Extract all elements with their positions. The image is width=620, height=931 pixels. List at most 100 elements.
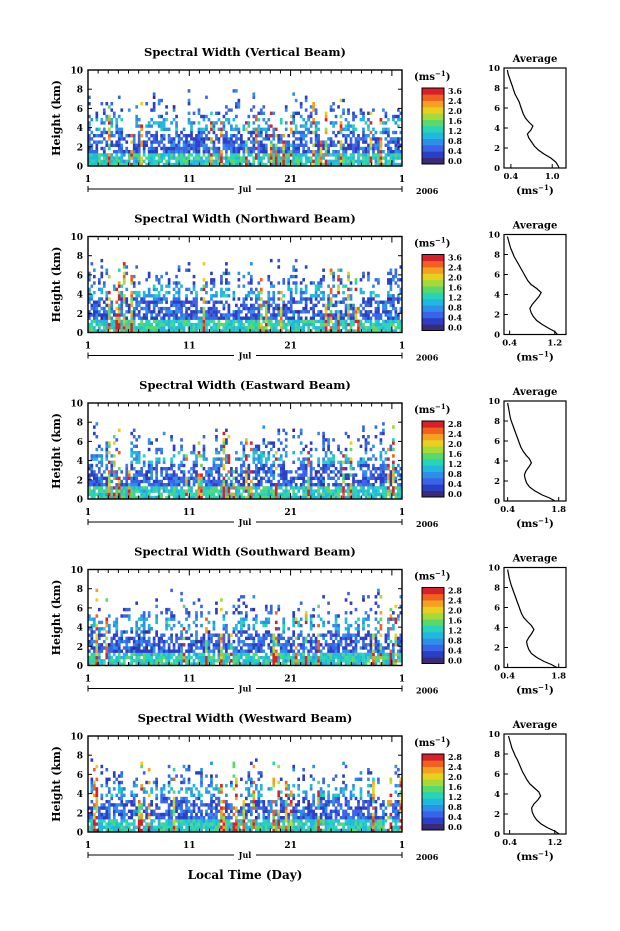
- heatmap-cell: [362, 274, 365, 279]
- heatmap-cell: [237, 127, 241, 131]
- heatmap-cell: [257, 329, 261, 333]
- heatmap-cell: [100, 460, 104, 464]
- heatmap-cell: [190, 643, 193, 647]
- heatmap-cell: [344, 473, 348, 477]
- heatmap-cell: [324, 143, 328, 147]
- heatmap-cell: [135, 306, 139, 311]
- heatmap-cell: [337, 444, 340, 448]
- heatmap-cell: [207, 633, 211, 637]
- heatmap-cell: [292, 114, 296, 119]
- heatmap-cell: [329, 316, 333, 320]
- heatmap-cell: [155, 278, 158, 282]
- heatmap-cell: [292, 118, 296, 122]
- heatmap-cell: [304, 316, 308, 320]
- heatmap-cell: [344, 431, 348, 436]
- heatmap-cell: [200, 306, 203, 311]
- heatmap-cell: [257, 492, 261, 496]
- heatmap-cell: [107, 451, 111, 455]
- heatmap-cell: [212, 143, 216, 147]
- heatmap-cell: [120, 322, 124, 327]
- heatmap-cell: [212, 633, 216, 637]
- heatmap-cell: [215, 495, 218, 500]
- heatmap-cell: [397, 322, 400, 327]
- heatmap-cell: [397, 470, 400, 474]
- heatmap-cell: [399, 111, 403, 115]
- heatmap-cell: [379, 451, 383, 455]
- heatmap-cell: [382, 431, 385, 436]
- heatmap-cell: [389, 137, 393, 141]
- heatmap-cell: [259, 127, 263, 131]
- heatmap-cell: [165, 652, 168, 657]
- heatmap-cell: [332, 124, 335, 128]
- heatmap-cell: [384, 313, 388, 317]
- heatmap-cell: [269, 284, 273, 288]
- heatmap-cell: [372, 483, 375, 487]
- heatmap-cell: [102, 146, 106, 151]
- heatmap-cell: [160, 451, 163, 455]
- heatmap-cell: [97, 281, 101, 285]
- heatmap-cell: [334, 121, 338, 125]
- heatmap-cell: [372, 313, 375, 317]
- y-tick-label: 0: [77, 496, 83, 506]
- heatmap-cell: [145, 130, 149, 135]
- heatmap-cell: [259, 162, 263, 167]
- heatmap-cell: [110, 316, 114, 320]
- heatmap-cell: [162, 655, 166, 660]
- heatmap-cell: [172, 623, 176, 628]
- heatmap-cell: [245, 121, 248, 125]
- heatmap-cell: [284, 150, 288, 154]
- heatmap-cell: [354, 310, 358, 314]
- heatmap-cell: [155, 598, 158, 602]
- heatmap-cell: [317, 495, 320, 500]
- heatmap-cell: [122, 265, 126, 269]
- heatmap-cell: [100, 479, 104, 484]
- heatmap-cell: [167, 646, 171, 650]
- heatmap-cell: [334, 134, 338, 138]
- heatmap-cell: [115, 620, 119, 625]
- heatmap-cell: [107, 649, 111, 653]
- heatmap-cell: [249, 470, 253, 474]
- heatmap-cell: [329, 153, 333, 157]
- heatmap-cell: [247, 137, 251, 141]
- heatmap-cell: [117, 646, 121, 650]
- heatmap-cell: [220, 662, 223, 666]
- heatmap-cell: [232, 159, 236, 163]
- heatmap-cell: [132, 451, 136, 455]
- heatmap-cell: [105, 617, 109, 621]
- heatmap-cell: [107, 441, 111, 445]
- heatmap-cell: [215, 438, 218, 442]
- heatmap-cell: [112, 143, 116, 147]
- heatmap-cell: [200, 297, 203, 301]
- heatmap-cell: [145, 662, 149, 666]
- heatmap-cell: [100, 473, 104, 477]
- heatmap-cell: [225, 460, 228, 464]
- heatmap-cell: [230, 479, 233, 484]
- heatmap-cell: [105, 486, 109, 490]
- heatmap-cell: [187, 652, 191, 657]
- heatmap-cell: [334, 159, 338, 163]
- heatmap-cell: [294, 492, 298, 496]
- heatmap-cell: [292, 476, 296, 480]
- heatmap-cell: [354, 143, 358, 147]
- heatmap-cell: [117, 290, 121, 295]
- heatmap-cell: [92, 623, 96, 628]
- heatmap-cell: [314, 290, 318, 295]
- heatmap-cell: [322, 435, 325, 439]
- heatmap-cell: [155, 134, 158, 138]
- heatmap-cell: [177, 649, 181, 653]
- panel-4: Spectral Width (Southward Beam)0246810He…: [50, 545, 567, 697]
- heatmap-cell: [312, 153, 315, 157]
- heatmap-cell: [175, 134, 178, 138]
- heatmap-cell: [377, 492, 380, 496]
- heatmap-cell: [220, 159, 223, 163]
- heatmap-cell: [237, 457, 241, 461]
- heatmap-cell: [217, 137, 221, 141]
- heatmap-cell: [374, 470, 378, 474]
- heatmap-cell: [102, 639, 106, 644]
- heatmap-cell: [185, 146, 188, 151]
- heatmap-cell: [319, 310, 323, 314]
- heatmap-cell: [172, 303, 176, 308]
- heatmap-cell: [172, 329, 176, 333]
- heatmap-cell: [110, 108, 114, 112]
